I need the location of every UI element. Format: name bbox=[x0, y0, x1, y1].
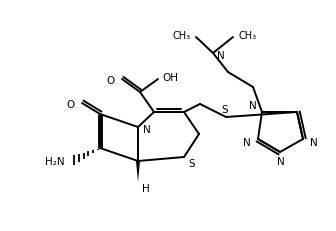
Text: CH₃: CH₃ bbox=[173, 31, 191, 41]
Text: H₂N: H₂N bbox=[45, 156, 65, 166]
Text: O: O bbox=[67, 100, 75, 109]
Text: N: N bbox=[243, 137, 251, 147]
Text: CH₃: CH₃ bbox=[238, 31, 256, 41]
Polygon shape bbox=[136, 161, 140, 182]
Text: S: S bbox=[188, 158, 195, 168]
Text: N: N bbox=[277, 156, 285, 166]
Text: N: N bbox=[143, 125, 151, 134]
Text: OH: OH bbox=[162, 73, 178, 83]
Text: N: N bbox=[217, 51, 225, 61]
Text: O: O bbox=[107, 76, 115, 86]
Text: S: S bbox=[222, 105, 228, 115]
Text: H: H bbox=[142, 183, 150, 193]
Text: N: N bbox=[310, 137, 318, 147]
Text: N: N bbox=[249, 100, 257, 110]
